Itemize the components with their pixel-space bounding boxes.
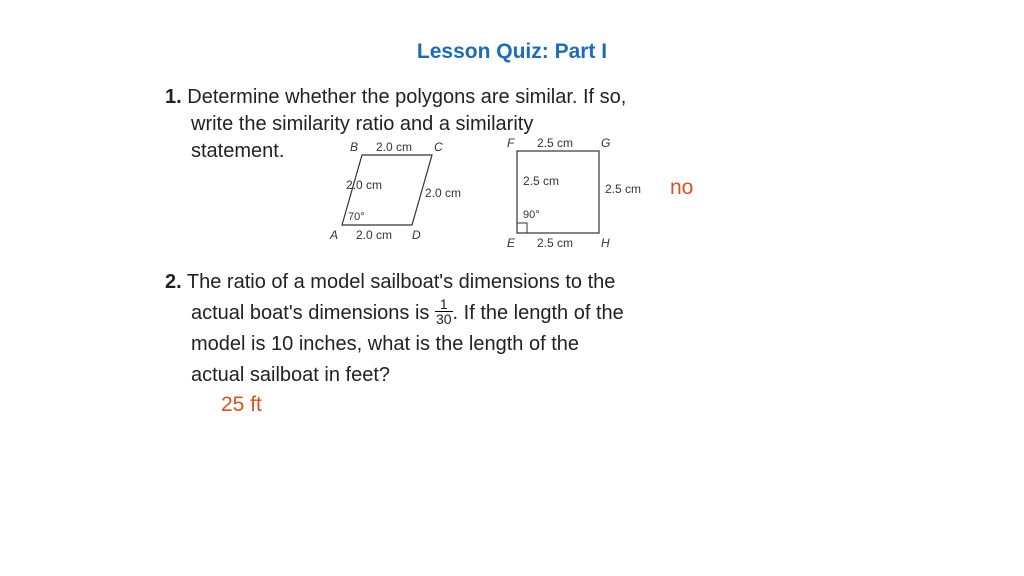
label-C: C bbox=[434, 140, 443, 154]
q2-part-b-post: . If the length of the bbox=[453, 302, 624, 324]
frac-top: 1 bbox=[435, 297, 453, 312]
q1-answer: no bbox=[670, 176, 693, 200]
q2-number: 2. bbox=[165, 271, 182, 293]
q1-number: 1. bbox=[165, 86, 182, 108]
q1-line2: write the similarity ratio and a similar… bbox=[165, 113, 533, 135]
frac-bot: 30 bbox=[435, 312, 453, 326]
content-area: 1. Determine whether the polygons are si… bbox=[0, 64, 1024, 417]
label-D: D bbox=[412, 228, 421, 242]
q2-part-a: The ratio of a model sailboat's dimensio… bbox=[187, 271, 616, 293]
label-H: H bbox=[601, 236, 610, 250]
side-AB: 2.0 cm bbox=[346, 178, 382, 192]
q2-part-c: model is 10 inches, what is the length o… bbox=[191, 333, 579, 355]
angle-E: 90° bbox=[523, 209, 540, 221]
q1-line1: Determine whether the polygons are simil… bbox=[187, 86, 626, 108]
side-BC: 2.0 cm bbox=[376, 140, 412, 154]
label-E: E bbox=[507, 236, 516, 250]
label-F: F bbox=[507, 136, 515, 150]
angle-A: 70° bbox=[348, 211, 365, 223]
label-G: G bbox=[601, 136, 610, 150]
q2-part-d: actual sailboat in feet? bbox=[191, 364, 390, 386]
q2-answer: 25 ft bbox=[165, 393, 859, 417]
label-A: A bbox=[329, 228, 338, 242]
side-GH: 2.5 cm bbox=[605, 182, 641, 196]
side-AD: 2.0 cm bbox=[356, 228, 392, 242]
page-title: Lesson Quiz: Part I bbox=[0, 0, 1024, 64]
question-2: 2. The ratio of a model sailboat's dimen… bbox=[165, 267, 859, 391]
label-B: B bbox=[350, 140, 358, 154]
side-FG: 2.5 cm bbox=[537, 136, 573, 150]
side-CD: 2.0 cm bbox=[425, 186, 461, 200]
figure-parallelogram: B 2.0 cm C 2.0 cm 2.0 cm 70° A 2.0 cm D bbox=[320, 133, 480, 256]
side-EF: 2.5 cm bbox=[523, 174, 559, 188]
side-EH: 2.5 cm bbox=[537, 236, 573, 250]
figures-row: B 2.0 cm C 2.0 cm 2.0 cm 70° A 2.0 cm D … bbox=[165, 141, 859, 259]
fraction: 130 bbox=[435, 297, 453, 326]
figure-square: F 2.5 cm G 2.5 cm 2.5 cm 90° E 2.5 cm H bbox=[495, 133, 665, 261]
q2-part-b-pre: actual boat's dimensions is bbox=[191, 302, 435, 324]
